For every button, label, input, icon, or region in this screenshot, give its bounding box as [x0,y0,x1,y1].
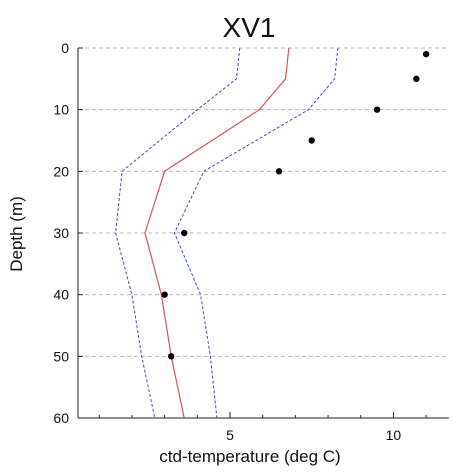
series-layer [115,47,339,419]
x-tick-label-0: 5 [226,427,234,443]
chart-title: XV1 [223,12,276,43]
tick-labels: 0 10 20 30 40 50 60 5 10 [53,40,401,443]
y-tick-label-1: 10 [53,102,69,118]
x-tick-label-1: 10 [386,427,402,443]
y-tick-label-5: 50 [53,348,69,364]
observed-point-2 [373,106,381,113]
observed-point-6 [161,291,168,298]
y-tick-label-4: 40 [53,287,69,303]
observed-point-5 [181,229,188,237]
mean-line [144,47,290,419]
upper-line [173,47,339,419]
y-tick-label-6: 60 [53,410,69,426]
x-axis-label: ctd-temperature (deg C) [159,447,340,466]
y-axis-label: Depth (m) [7,196,26,272]
grid-lines [78,47,449,419]
y-tick-label-3: 30 [53,225,69,241]
observed-point-0 [422,50,430,58]
data-points [161,50,430,360]
observed-point-7 [167,353,175,360]
observed-point-3 [308,137,315,144]
lower-line [115,47,241,419]
axes [77,47,449,419]
observed-point-4 [275,168,283,175]
observed-point-1 [413,75,420,83]
y-tick-label-0: 0 [61,40,69,56]
y-tick-label-2: 20 [53,163,69,179]
